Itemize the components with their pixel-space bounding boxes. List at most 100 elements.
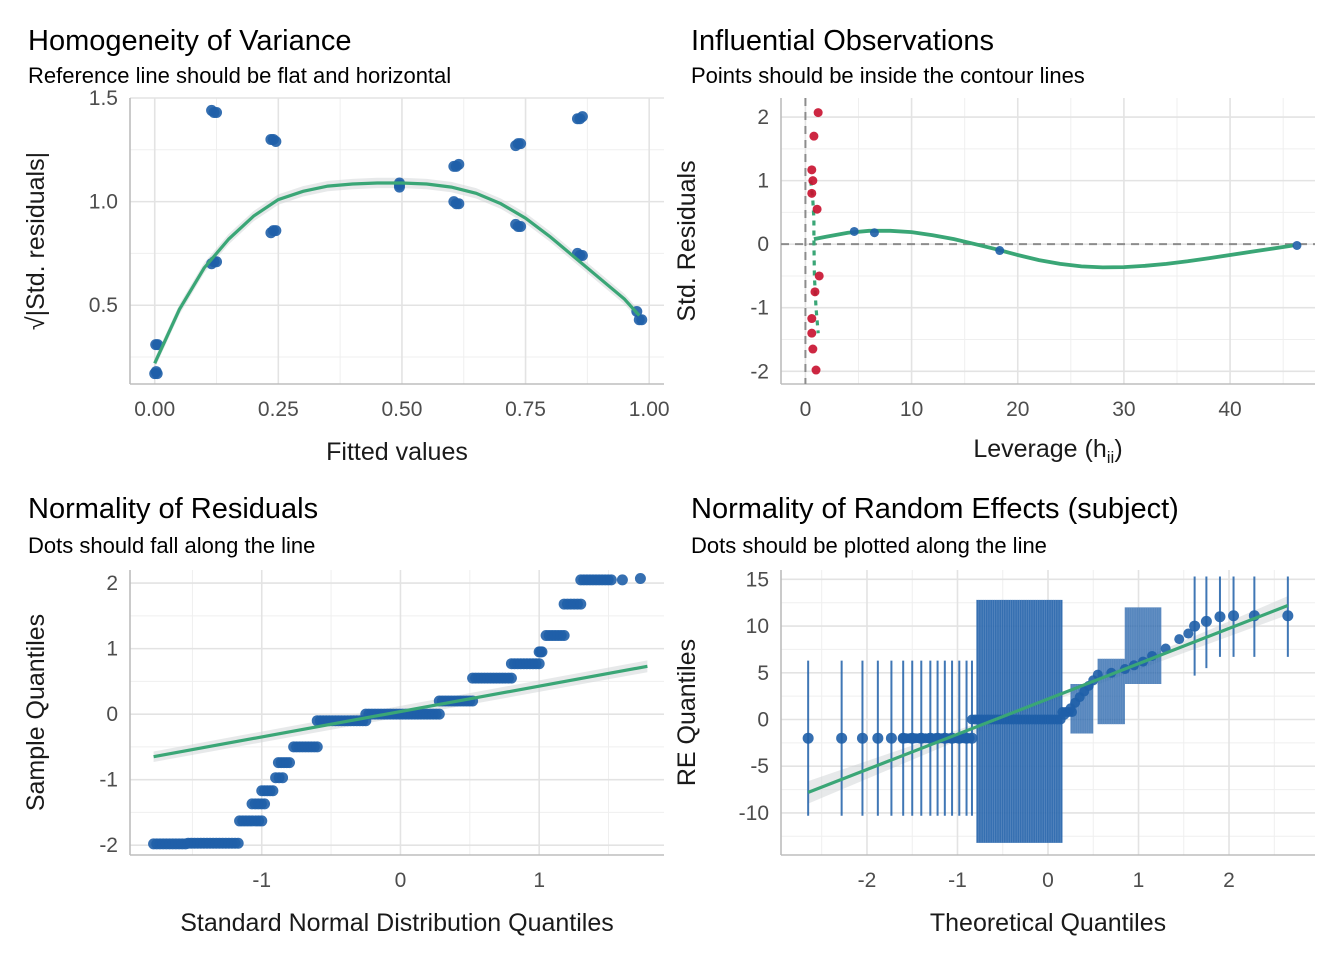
data-point [433,708,445,720]
y-tick-label: 1.5 [89,87,118,110]
data-point [232,837,244,849]
influential-point [812,204,822,214]
fit-line [807,604,1289,794]
y-tick-label: -1 [750,297,769,320]
y-tick-label: 10 [746,615,769,638]
x-axis-label: Standard Normal Distribution Quantiles [180,909,614,937]
y-tick-label: 2 [757,106,769,129]
data-point [256,815,268,827]
y-tick-label: 1.0 [89,191,118,214]
influential-point [807,188,817,198]
data-point [1183,628,1194,639]
x-tick-label: 0 [800,398,812,421]
data-point [605,574,617,586]
x-tick-label: 0 [1042,869,1054,892]
x-tick-label: -1 [948,869,967,892]
data-point [1174,634,1185,645]
data-point [151,368,163,380]
x-tick-label: 10 [900,398,923,421]
data-point [1228,610,1240,622]
y-tick-label: 1 [106,638,118,661]
x-tick-label: 1 [533,869,545,892]
data-point [636,314,648,326]
data-point [311,741,323,753]
influential-point [809,131,819,141]
influential-point [808,344,818,354]
data-point [906,732,918,744]
x-axis-label: Leverage (hii) [973,435,1122,467]
data-point [966,732,978,744]
y-tick-label: 0.5 [89,294,118,317]
x-tick-label: 2 [1223,869,1235,892]
x-axis-label: Theoretical Quantiles [930,909,1166,937]
data-point [1282,610,1294,622]
data-point [856,732,868,744]
data-point [869,228,879,238]
y-axis-label: RE Quantiles [673,639,701,786]
influential-point [814,271,824,281]
fit-line [153,664,648,759]
plot-area-normality-residuals: -1 0 1 -2 -1 0 1 2 Standard Normal Distribution … [22,570,664,937]
y-tick-label: 15 [746,568,769,591]
data-point [634,573,646,585]
chart-title: Normality of Residuals [28,493,319,525]
y-axis-label: Std. Residuals [673,160,701,321]
data-point [270,136,282,148]
data-point [836,732,848,744]
y-tick-label: -10 [739,802,769,825]
x-tick-label: 0.50 [382,398,423,421]
data-point [515,138,527,150]
data-point [558,630,570,642]
data-point [1200,615,1212,627]
data-point [616,574,628,586]
data-point [576,111,588,123]
influential-point [807,165,817,175]
data-point [533,658,545,670]
influential-point [807,328,817,338]
y-tick-label: 0 [106,703,118,726]
influential-point [807,314,817,324]
x-tick-label: 20 [1006,398,1029,421]
data-point [872,732,884,744]
data-point [915,732,927,744]
plot-area-influential: 0 10 20 30 40 -2 -1 0 1 2 Leverage (hii) Std. Resid… [673,98,1315,467]
data-point [885,732,897,744]
data-point [270,225,282,237]
chart-subtitle: Dots should be plotted along the line [691,533,1047,558]
data-point [536,646,548,658]
influential-point [810,287,820,297]
data-point [1189,620,1201,632]
influential-point [808,176,818,186]
chart-title: Homogeneity of Variance [28,25,352,57]
data-point [284,757,296,769]
chart-title: Influential Observations [691,25,995,57]
data-point [575,598,587,610]
chart-title: Normality of Random Effects (subject) [691,493,1179,525]
data-point [1292,240,1302,250]
y-tick-label: -5 [750,755,769,778]
data-point [505,672,517,684]
y-tick-label: -2 [750,360,769,383]
plot-area-homogeneity: 0.00 0.25 0.50 0.75 1.00 0.5 1.0 1.5 Fitted valu… [22,87,670,466]
x-tick-label: 0.75 [505,398,546,421]
fit-line [153,181,641,364]
data-point [267,785,279,797]
data-point [849,226,859,236]
data-point [453,158,465,170]
influential-point [813,108,823,118]
chart-subtitle: Points should be inside the contour line… [691,63,1085,88]
chart-subtitle: Dots should fall along the line [28,533,316,558]
data-point [211,107,223,119]
y-axis-label: Sample Quantiles [22,614,50,811]
y-tick-label: 0 [757,233,769,256]
confidence-band [154,177,640,369]
data-point [897,732,909,744]
data-point [995,246,1005,256]
x-tick-label: 1.00 [629,398,670,421]
fit-line-dotted [809,180,820,334]
data-point [1214,611,1226,623]
x-tick-label: 40 [1218,398,1241,421]
influential-point [811,365,821,375]
